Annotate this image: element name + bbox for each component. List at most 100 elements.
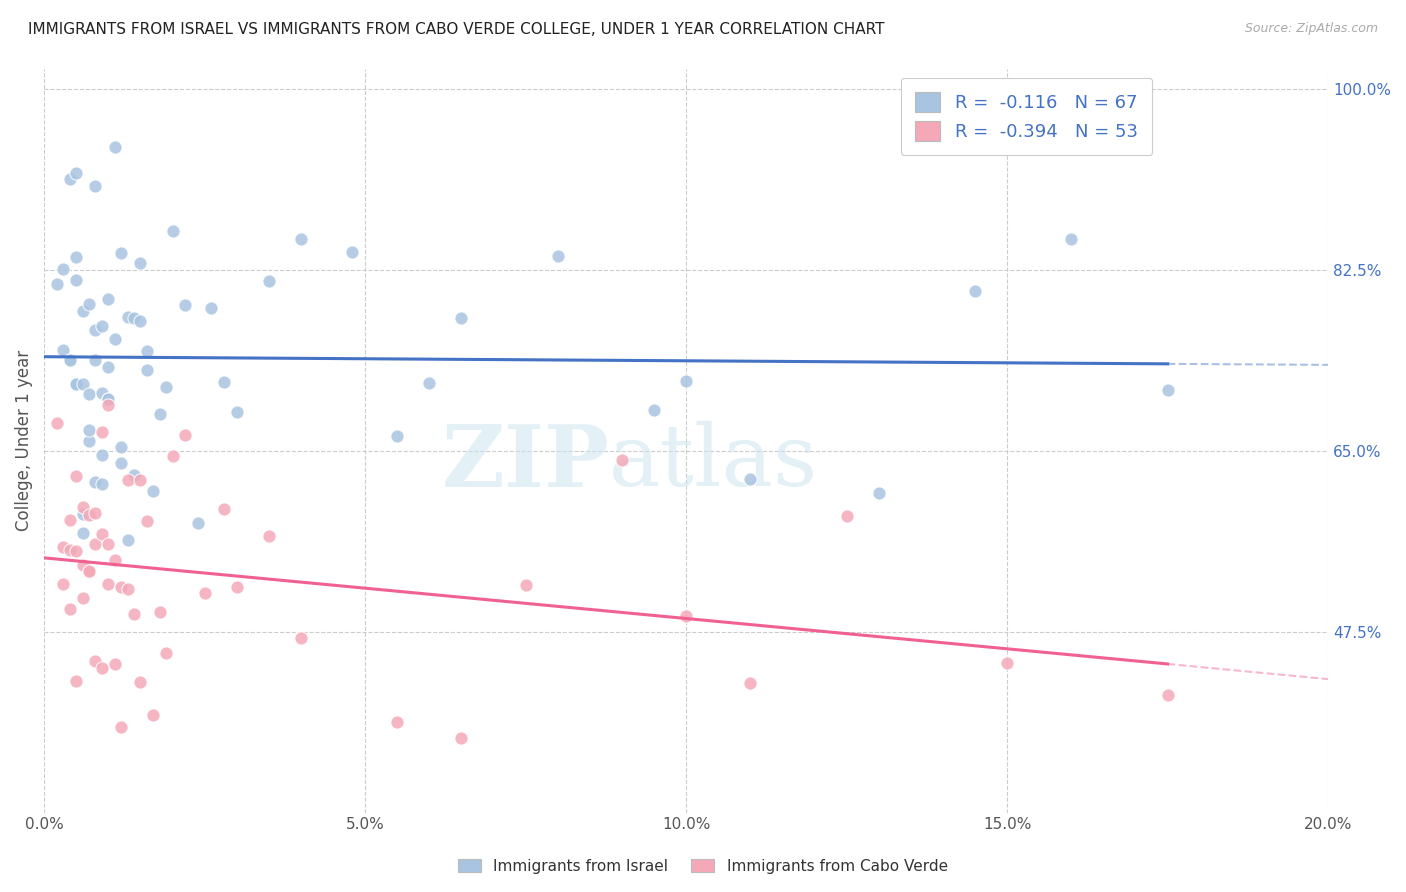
Point <box>84 179 107 194</box>
Point <box>212 502 235 516</box>
Point <box>162 449 184 463</box>
Point <box>77 434 100 448</box>
Point <box>77 564 100 578</box>
Point <box>387 714 409 729</box>
Point <box>1156 383 1178 397</box>
Point <box>97 392 120 406</box>
Text: IMMIGRANTS FROM ISRAEL VS IMMIGRANTS FROM CABO VERDE COLLEGE, UNDER 1 YEAR CORRE: IMMIGRANTS FROM ISRAEL VS IMMIGRANTS FRO… <box>28 22 884 37</box>
Point <box>122 607 145 621</box>
Point <box>90 318 112 333</box>
Point <box>104 332 127 346</box>
Point <box>84 506 107 520</box>
Point <box>643 403 665 417</box>
Point <box>97 537 120 551</box>
Point <box>59 352 82 367</box>
Point <box>59 601 82 615</box>
Point <box>65 377 87 392</box>
Point <box>122 468 145 483</box>
Point <box>740 472 762 486</box>
Point <box>59 352 82 367</box>
Point <box>129 314 152 328</box>
Point <box>450 731 472 745</box>
Point <box>59 513 82 527</box>
Point <box>117 474 139 488</box>
Point <box>135 514 157 528</box>
Point <box>387 429 409 443</box>
Point <box>65 673 87 688</box>
Point <box>110 440 132 454</box>
Point <box>72 500 94 515</box>
Point <box>835 509 858 524</box>
Point <box>52 540 75 554</box>
Point <box>135 343 157 358</box>
Point <box>65 166 87 180</box>
Point <box>610 453 633 467</box>
Point <box>142 484 165 499</box>
Point <box>117 533 139 547</box>
Point <box>97 292 120 306</box>
Point <box>90 476 112 491</box>
Point <box>257 528 280 542</box>
Point <box>65 250 87 264</box>
Point <box>117 582 139 596</box>
Point <box>257 274 280 288</box>
Point <box>72 377 94 392</box>
Point <box>84 323 107 337</box>
Point <box>155 646 177 660</box>
Point <box>995 656 1018 670</box>
Text: Source: ZipAtlas.com: Source: ZipAtlas.com <box>1244 22 1378 36</box>
Point <box>59 172 82 186</box>
Point <box>122 311 145 326</box>
Point <box>868 486 890 500</box>
Point <box>65 468 87 483</box>
Point <box>1156 688 1178 702</box>
Point <box>72 591 94 606</box>
Point <box>155 380 177 394</box>
Point <box>84 353 107 368</box>
Point <box>97 577 120 591</box>
Point <box>90 425 112 440</box>
Legend: R =  -0.116   N = 67, R =  -0.394   N = 53: R = -0.116 N = 67, R = -0.394 N = 53 <box>901 78 1152 155</box>
Point <box>77 423 100 437</box>
Point <box>90 386 112 401</box>
Point <box>84 654 107 668</box>
Point <box>90 660 112 674</box>
Point <box>174 298 197 312</box>
Point <box>46 277 69 291</box>
Point <box>97 392 120 407</box>
Point <box>104 657 127 671</box>
Point <box>110 246 132 260</box>
Point <box>963 284 986 298</box>
Point <box>129 474 152 488</box>
Point <box>110 720 132 734</box>
Point <box>547 249 569 263</box>
Legend: Immigrants from Israel, Immigrants from Cabo Verde: Immigrants from Israel, Immigrants from … <box>453 853 953 880</box>
Point <box>90 527 112 541</box>
Text: atlas: atlas <box>609 421 818 505</box>
Point <box>290 232 312 246</box>
Point <box>135 363 157 377</box>
Point <box>97 360 120 375</box>
Point <box>212 375 235 389</box>
Point <box>77 565 100 579</box>
Point <box>72 304 94 318</box>
Text: ZIP: ZIP <box>441 421 609 505</box>
Point <box>187 516 209 530</box>
Point <box>162 224 184 238</box>
Point <box>450 311 472 326</box>
Point <box>90 449 112 463</box>
Point <box>77 508 100 523</box>
Point <box>52 343 75 357</box>
Point <box>77 297 100 311</box>
Point <box>65 273 87 287</box>
Point <box>129 256 152 270</box>
Point <box>104 552 127 566</box>
Point <box>149 407 172 421</box>
Point <box>117 310 139 324</box>
Point <box>290 631 312 645</box>
Point <box>46 416 69 430</box>
Point <box>129 675 152 690</box>
Y-axis label: College, Under 1 year: College, Under 1 year <box>15 350 32 531</box>
Point <box>52 576 75 591</box>
Point <box>1060 232 1083 246</box>
